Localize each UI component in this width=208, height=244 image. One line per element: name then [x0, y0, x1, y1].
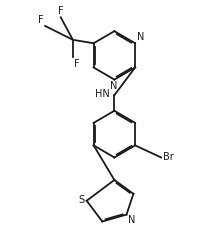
Text: F: F: [74, 59, 79, 69]
Text: S: S: [79, 195, 85, 205]
Text: HN: HN: [95, 89, 110, 99]
Text: F: F: [58, 6, 64, 16]
Text: N: N: [128, 215, 136, 225]
Text: N: N: [110, 81, 117, 91]
Text: F: F: [38, 15, 43, 25]
Text: Br: Br: [163, 152, 174, 163]
Text: N: N: [137, 32, 144, 42]
